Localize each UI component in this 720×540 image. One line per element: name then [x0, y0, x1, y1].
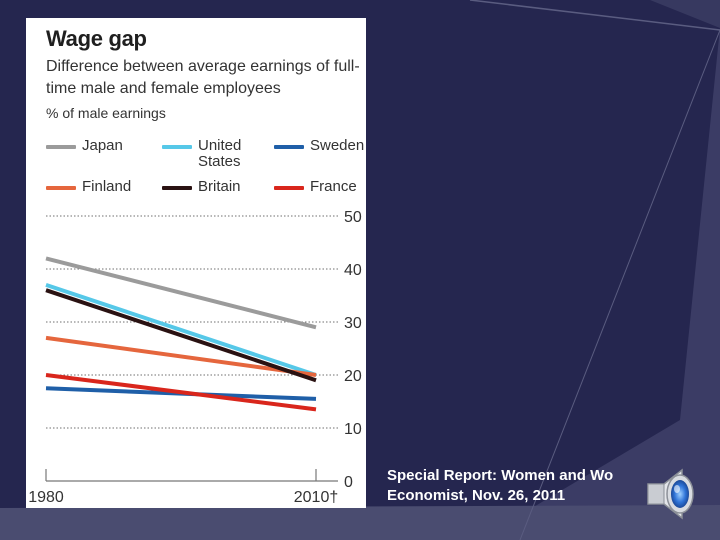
chart-subtitle: Difference between average earnings of f… — [46, 58, 360, 97]
legend-item-sweden: Sweden — [274, 138, 364, 154]
series-line-finland — [45, 335, 317, 377]
chart-units: % of male earnings — [46, 105, 166, 121]
legend-item-france: France — [274, 179, 357, 195]
series-line-britain — [45, 288, 317, 383]
legend-swatch-sweden — [274, 145, 304, 149]
legend-label-japan: Japan — [82, 137, 123, 154]
legend-label-united-states: United States — [198, 137, 242, 170]
chart-panel: Wage gap Difference between average earn… — [26, 18, 366, 508]
legend-label-sweden: Sweden — [310, 137, 365, 154]
legend-swatch-japan — [46, 145, 76, 149]
legend-label-finland: Finland — [82, 178, 132, 195]
y-tick-label-0: 0 — [344, 474, 353, 491]
line-chart: 0 10 20 30 40 50 1980 2010† — [28, 209, 362, 506]
y-tick-label-30: 30 — [344, 315, 362, 332]
legend-label-france: France — [310, 178, 357, 195]
y-tick-label-50: 50 — [344, 209, 362, 226]
chart-title: Wage gap — [46, 26, 147, 51]
series-line-japan — [45, 256, 317, 330]
caption: Special Report: Women and Wo Economist, … — [387, 466, 687, 506]
legend-swatch-finland — [46, 186, 76, 190]
legend-item-united-states: United States — [162, 138, 241, 170]
series-line-france — [45, 373, 317, 412]
legend-item-finland: Finland — [46, 179, 131, 195]
speaker-icon[interactable] — [642, 462, 706, 526]
legend-swatch-united-states — [162, 145, 192, 149]
legend-item-japan: Japan — [46, 138, 123, 154]
y-tick-label-40: 40 — [344, 262, 362, 279]
y-tick-label-10: 10 — [344, 421, 362, 438]
x-tick-label-0: 1980 — [28, 489, 64, 506]
legend-label-britain: Britain — [198, 178, 241, 195]
caption-line-1: Special Report: Women and Wo — [387, 467, 614, 484]
chart-legend: Japan United States Sweden Finland Brita… — [46, 138, 366, 208]
y-tick-label-20: 20 — [344, 368, 362, 385]
legend-swatch-france — [274, 186, 304, 190]
legend-item-britain: Britain — [162, 179, 241, 195]
caption-line-2: Economist, Nov. 26, 2011 — [387, 487, 566, 504]
legend-swatch-britain — [162, 186, 192, 190]
series-line-united-states — [45, 283, 317, 377]
x-tick-label-1: 2010† — [294, 489, 339, 506]
